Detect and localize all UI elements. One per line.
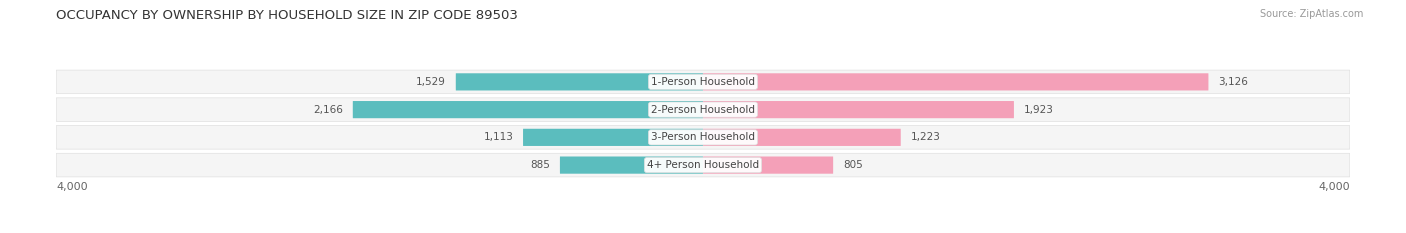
Text: 2-Person Household: 2-Person Household — [651, 105, 755, 115]
FancyBboxPatch shape — [56, 70, 1350, 94]
FancyBboxPatch shape — [353, 101, 703, 118]
FancyBboxPatch shape — [523, 129, 703, 146]
FancyBboxPatch shape — [703, 73, 1208, 90]
FancyBboxPatch shape — [560, 157, 703, 174]
Text: 4,000: 4,000 — [56, 182, 87, 192]
FancyBboxPatch shape — [456, 73, 703, 90]
Text: 1,923: 1,923 — [1024, 105, 1053, 115]
Text: 805: 805 — [842, 160, 863, 170]
FancyBboxPatch shape — [56, 153, 1350, 177]
Text: 1,223: 1,223 — [911, 132, 941, 142]
Text: OCCUPANCY BY OWNERSHIP BY HOUSEHOLD SIZE IN ZIP CODE 89503: OCCUPANCY BY OWNERSHIP BY HOUSEHOLD SIZE… — [56, 9, 519, 22]
Text: 3,126: 3,126 — [1218, 77, 1249, 87]
Text: 885: 885 — [530, 160, 550, 170]
Text: 1-Person Household: 1-Person Household — [651, 77, 755, 87]
FancyBboxPatch shape — [56, 98, 1350, 121]
Text: 4,000: 4,000 — [1319, 182, 1350, 192]
Text: 2,166: 2,166 — [314, 105, 343, 115]
FancyBboxPatch shape — [703, 157, 834, 174]
Text: 1,529: 1,529 — [416, 77, 446, 87]
Text: 4+ Person Household: 4+ Person Household — [647, 160, 759, 170]
Text: 1,113: 1,113 — [484, 132, 513, 142]
Text: Source: ZipAtlas.com: Source: ZipAtlas.com — [1260, 9, 1364, 19]
FancyBboxPatch shape — [56, 126, 1350, 149]
FancyBboxPatch shape — [703, 129, 901, 146]
Text: 3-Person Household: 3-Person Household — [651, 132, 755, 142]
FancyBboxPatch shape — [703, 101, 1014, 118]
